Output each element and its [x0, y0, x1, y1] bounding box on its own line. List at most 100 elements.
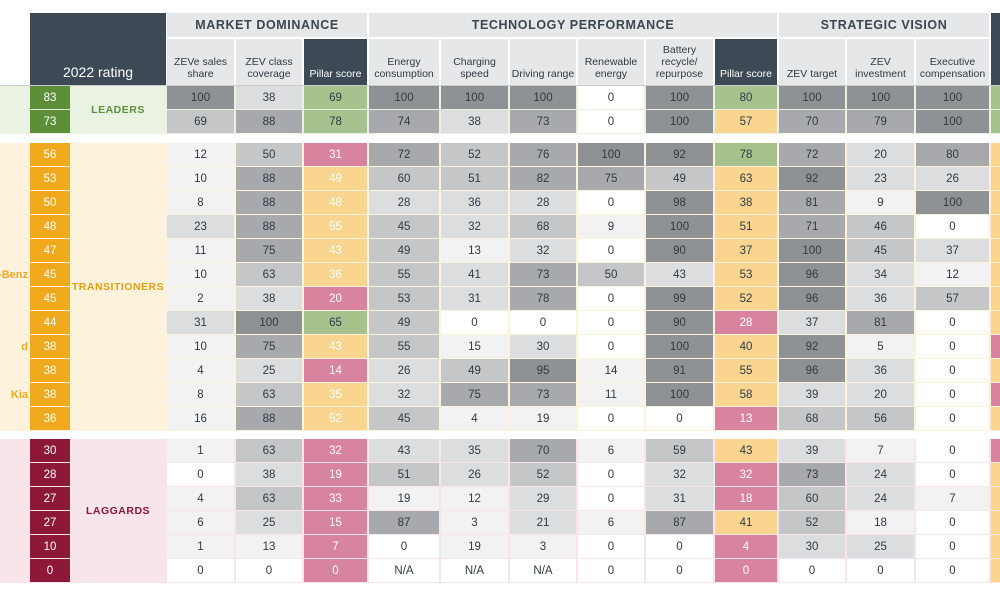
score-cell: 100: [167, 86, 234, 109]
pillar-score-cell: 37: [715, 239, 777, 262]
score-cell: 23: [847, 167, 914, 190]
score-cell: 51: [441, 167, 508, 190]
score-cell: N/A: [510, 559, 576, 582]
pillar-score-cell: 20: [304, 287, 367, 310]
score-cell: 50: [578, 263, 644, 286]
column-header: Charging speed: [441, 39, 508, 85]
score-cell: 12: [167, 143, 234, 166]
pillar-score-cell: 4: [715, 535, 777, 558]
score-cell: 100: [646, 86, 713, 109]
score-cell: 0: [916, 439, 989, 462]
automaker-name: d: [21, 341, 28, 353]
score-cell: 19: [369, 487, 439, 510]
rating-cell: 38: [30, 359, 70, 382]
score-cell: 52: [441, 143, 508, 166]
score-cell: 0: [510, 311, 576, 334]
score-cell: 11: [578, 383, 644, 406]
score-cell: 0: [578, 463, 644, 486]
score-cell: 74: [369, 110, 439, 133]
score-cell: 26: [369, 359, 439, 382]
score-cell: 45: [847, 239, 914, 262]
score-cell: 87: [646, 511, 713, 534]
score-cell: 0: [916, 359, 989, 382]
score-cell: 41: [441, 263, 508, 286]
cutoff-pillar-cell: [991, 535, 1000, 558]
cutoff-pillar-cell: [991, 143, 1000, 166]
score-cell: 92: [646, 143, 713, 166]
score-cell: 31: [441, 287, 508, 310]
column-header: Driving range: [510, 39, 576, 85]
score-cell: 75: [236, 239, 302, 262]
score-cell: 0: [578, 311, 644, 334]
score-cell: 0: [916, 559, 989, 582]
score-cell: 0: [847, 559, 914, 582]
score-cell: 0: [167, 559, 234, 582]
pillar-score-cell: 52: [715, 287, 777, 310]
score-cell: 100: [510, 86, 576, 109]
score-cell: 0: [916, 215, 989, 238]
cutoff-pillar-cell: [991, 86, 1000, 109]
score-cell: 68: [510, 215, 576, 238]
score-cell: 36: [847, 287, 914, 310]
pillar-score-cell: 31: [304, 143, 367, 166]
cutoff-pillar-cell: [991, 110, 1000, 133]
score-cell: 60: [369, 167, 439, 190]
score-cell: 3: [510, 535, 576, 558]
cutoff-pillar-cell: [991, 287, 1000, 310]
score-cell: 13: [441, 239, 508, 262]
score-cell: 49: [646, 167, 713, 190]
cutoff-pillar-cell: [991, 335, 1000, 358]
score-cell: 1: [167, 439, 234, 462]
score-cell: 72: [369, 143, 439, 166]
score-cell: N/A: [441, 559, 508, 582]
score-cell: 0: [916, 311, 989, 334]
score-cell: 63: [236, 439, 302, 462]
score-cell: 24: [847, 463, 914, 486]
score-cell: 43: [369, 439, 439, 462]
score-cell: 6: [167, 511, 234, 534]
tier-label: LAGGARDS: [85, 505, 151, 517]
score-cell: 73: [510, 383, 576, 406]
score-cell: 73: [510, 110, 576, 133]
score-cell: 15: [441, 335, 508, 358]
score-cell: 28: [510, 191, 576, 214]
column-header: Renewable energy: [578, 39, 644, 85]
score-cell: 11: [167, 239, 234, 262]
score-cell: 0: [578, 110, 644, 133]
score-cell: 43: [646, 263, 713, 286]
cutoff-pillar-cell: [991, 383, 1000, 406]
score-cell: 36: [441, 191, 508, 214]
cutoff-pillar-cell: [991, 191, 1000, 214]
score-cell: 30: [510, 335, 576, 358]
column-header: ZEV investment: [847, 39, 914, 85]
cutoff-pillar-cell: [991, 463, 1000, 486]
score-cell: 23: [167, 215, 234, 238]
rating-cell: 56: [30, 143, 70, 166]
cutoff-pillar-cell: [991, 311, 1000, 334]
score-cell: 14: [578, 359, 644, 382]
score-cell: 0: [916, 407, 989, 430]
pillar-score-cell: 0: [715, 559, 777, 582]
header-divider: [0, 85, 1000, 86]
score-cell: 0: [916, 335, 989, 358]
column-header: ZEV class coverage: [236, 39, 302, 85]
column-header: Pillar score: [304, 39, 367, 85]
rating-cell: 38: [30, 335, 70, 358]
score-cell: 32: [441, 215, 508, 238]
score-cell: 73: [779, 463, 845, 486]
cutoff-pillar-cell: [991, 487, 1000, 510]
score-cell: 95: [510, 359, 576, 382]
score-cell: 38: [441, 110, 508, 133]
rating-cell: 44: [30, 311, 70, 334]
score-cell: 26: [916, 167, 989, 190]
rating-cell: 47: [30, 239, 70, 262]
score-cell: 45: [369, 215, 439, 238]
score-cell: N/A: [369, 559, 439, 582]
score-cell: 92: [779, 167, 845, 190]
pillar-score-cell: 58: [715, 383, 777, 406]
pillar-score-cell: 40: [715, 335, 777, 358]
score-cell: 75: [578, 167, 644, 190]
column-header: Battery recycle/ repurpose: [646, 39, 713, 85]
score-cell: 0: [779, 559, 845, 582]
score-cell: 5: [847, 335, 914, 358]
